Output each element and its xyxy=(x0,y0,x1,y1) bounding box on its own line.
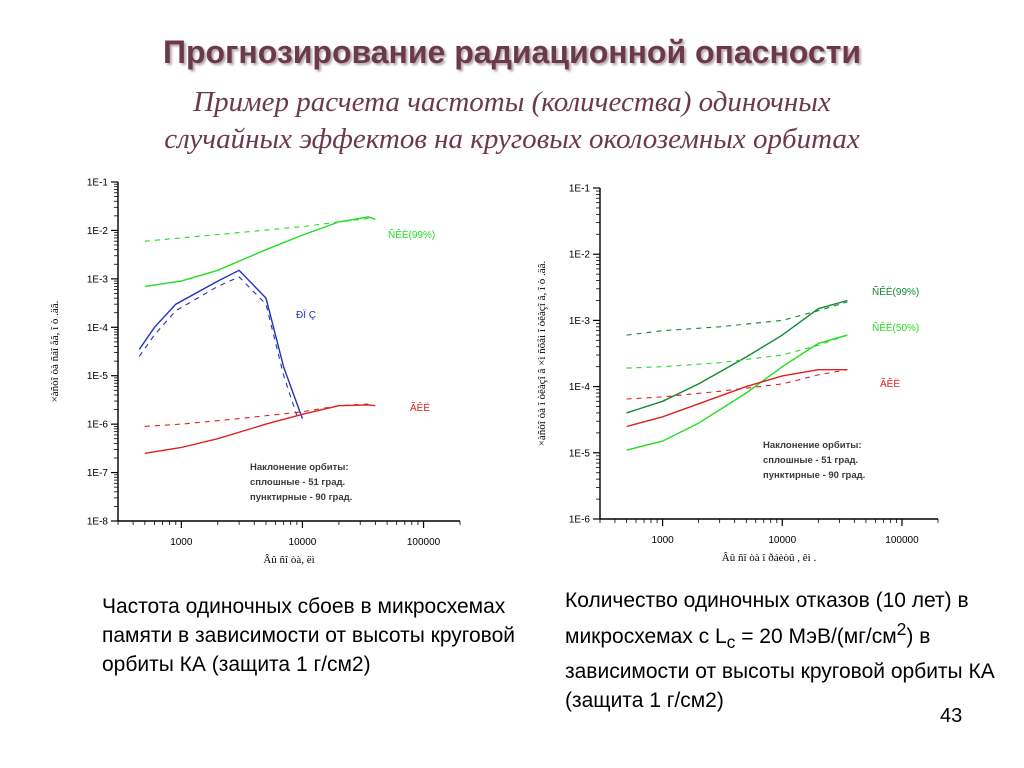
note-line: пунктирные - 90 град. xyxy=(250,492,352,503)
x-tick-label: 10000 xyxy=(289,537,317,548)
series-label: ÃÊË xyxy=(410,401,430,414)
series-line-unnamed-5 xyxy=(144,403,369,427)
series-label: ÐÏ Ç xyxy=(296,309,316,321)
x-tick-label: 100000 xyxy=(885,535,919,546)
caption-left: Частота одиночных сбоев в микросхемах па… xyxy=(102,595,516,676)
series-label: ÃÊË xyxy=(880,377,900,390)
series-label: ÑÊË(50%) xyxy=(872,321,919,334)
y-tick-label: 1E-7 xyxy=(87,468,109,479)
series-line-named-2 xyxy=(138,269,304,419)
x-axis-label: Âû ñî òà î ðáèòû , êì . xyxy=(722,552,817,564)
x-tick-label: 1000 xyxy=(170,537,193,548)
caption-right-sub: c xyxy=(726,632,736,653)
note-line: пунктирные - 90 град. xyxy=(763,470,865,481)
note-line: сплошные - 51 град. xyxy=(763,455,858,466)
x-tick-label: 100000 xyxy=(407,537,441,548)
series-line-named-0 xyxy=(626,299,848,414)
caption-right-part2: = 20 МэВ/(мг/см xyxy=(735,625,897,648)
y-tick-label: 1E-4 xyxy=(569,382,591,393)
x-axis-label: Âû ñî òà, ëì xyxy=(263,554,314,566)
y-tick-label: 1E-3 xyxy=(569,316,591,327)
x-tick-label: 10000 xyxy=(768,535,796,546)
series-line-named-4 xyxy=(144,404,376,454)
y-tick-label: 1E-8 xyxy=(87,517,109,528)
x-tick-label: 1000 xyxy=(651,535,674,546)
series-line-unnamed-3 xyxy=(626,334,848,369)
series-line-named-0 xyxy=(144,216,376,288)
caption-right-part3: ) в зависимости от высоты круговой орбит… xyxy=(565,625,995,713)
y-axis-label: ×àñòî òà î òêàçî â ×ì ñõåì î òêàçî â, î … xyxy=(536,260,548,446)
chart-failures: 1E-1 1E-2 1E-3 1E-4 1E-5 1E-6 1000 10000 100000 Â… xyxy=(536,184,939,564)
caption-right-sup: 2 xyxy=(896,619,907,639)
y-tick-label: 1E-6 xyxy=(569,515,591,526)
series-line-unnamed-1 xyxy=(144,217,372,242)
series-label: ÑÊË(99%) xyxy=(872,285,919,298)
slide-subtitle: Пример расчета частоты (количества) один… xyxy=(0,84,1024,158)
subtitle-line-2: случайных эффектов на круговых околоземн… xyxy=(164,123,860,155)
series-label: ÑÊË(99%) xyxy=(388,228,435,241)
chart-seu-memory: 1E-1 1E-2 1E-3 1E-4 1E-5 1E-6 1E-7 1E-8 1000 1000… xyxy=(49,178,461,566)
series-line-unnamed-3 xyxy=(138,276,298,416)
series-line-named-4 xyxy=(626,369,848,428)
slide-title: Прогнозирование радиационной опасности xyxy=(162,34,862,70)
y-tick-label: 1E-5 xyxy=(569,448,591,459)
y-axis-label: ×àñòî òà ñáî åâ, î ò .äâ. xyxy=(49,300,61,402)
y-tick-label: 1E-1 xyxy=(87,178,109,189)
y-tick-label: 1E-3 xyxy=(87,274,109,285)
series-line-named-2 xyxy=(626,334,848,451)
caption-right-part1: Количество одиночных отказов (10 лет) в … xyxy=(565,589,969,648)
y-tick-label: 1E-4 xyxy=(87,323,109,334)
subtitle-line-1: Пример расчета частоты (количества) один… xyxy=(193,86,831,118)
y-tick-label: 1E-2 xyxy=(87,226,109,237)
note-line: Наклонение орбиты: xyxy=(763,440,862,451)
note-line: сплошные - 51 град. xyxy=(250,477,345,488)
y-tick-label: 1E-2 xyxy=(569,250,591,261)
y-tick-label: 1E-1 xyxy=(569,184,591,195)
caption-right: Количество одиночных отказов (10 лет) в … xyxy=(565,586,1015,715)
note-line: Наклонение орбиты: xyxy=(250,462,349,473)
y-tick-label: 1E-5 xyxy=(87,371,109,382)
y-tick-label: 1E-6 xyxy=(87,420,109,431)
series-line-unnamed-5 xyxy=(626,369,848,400)
series-line-unnamed-1 xyxy=(626,301,848,336)
slide-number: 43 xyxy=(940,705,963,727)
